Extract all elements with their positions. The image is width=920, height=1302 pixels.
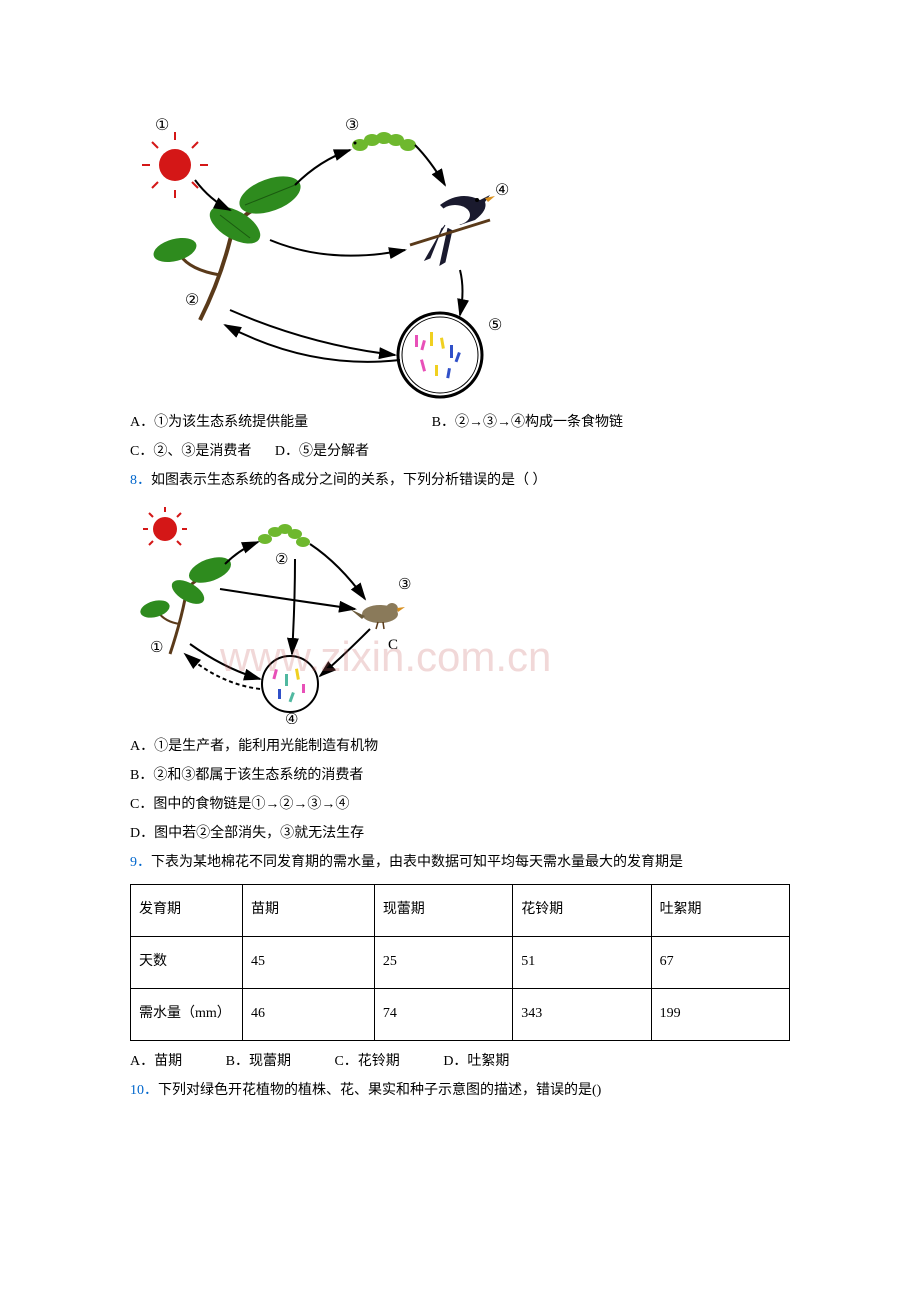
q7-options-row2: C．②、③是消费者 D．⑤是分解者 xyxy=(130,439,790,464)
d2-arrow-1-4 xyxy=(190,644,260,679)
q9-option-b: B．现蕾期 xyxy=(226,1049,291,1074)
sun-icon-2 xyxy=(143,507,187,545)
d2-arrow-2-3 xyxy=(310,544,365,599)
q9-question: 9．下表为某地棉花不同发育期的需水量，由表中数据可知平均每天需水量最大的发育期是 xyxy=(130,850,790,875)
table-cell: 现蕾期 xyxy=(374,884,512,936)
arrow-plant-decomposer xyxy=(230,310,395,355)
table-cell: 花铃期 xyxy=(513,884,651,936)
table-row: 发育期 苗期 现蕾期 花铃期 吐絮期 xyxy=(131,884,790,936)
decomposer-icon-2 xyxy=(262,656,318,712)
diagram2-svg: ① ② ③ C ④ xyxy=(130,504,420,724)
table-cell: 吐絮期 xyxy=(651,884,789,936)
q7-option-c: C．②、③是消费者 xyxy=(130,439,251,464)
table-cell: 45 xyxy=(243,936,375,988)
q8-question: 8．如图表示生态系统的各成分之间的关系，下列分析错误的是（ ） xyxy=(130,468,790,493)
q8-option-d: D．图中若②全部消失，③就无法生存 xyxy=(130,821,790,846)
caterpillar-icon-2 xyxy=(258,524,310,547)
q9-option-d: D．吐絮期 xyxy=(443,1049,509,1074)
arrow-decomposer-plant xyxy=(225,325,400,362)
table-cell: 67 xyxy=(651,936,789,988)
bird-icon-2 xyxy=(350,603,405,629)
table-row: 需水量（mm） 46 74 343 199 xyxy=(131,988,790,1040)
q10-number: 10． xyxy=(130,1083,158,1098)
d2-label-1: ① xyxy=(150,640,163,656)
label-5: ⑤ xyxy=(488,317,502,334)
q9-table: 发育期 苗期 现蕾期 花铃期 吐絮期 天数 45 25 51 67 需水量（mm… xyxy=(130,884,790,1041)
plant-icon-2 xyxy=(138,552,234,654)
label-4: ④ xyxy=(495,182,509,199)
q10-text: 下列对绿色开花植物的植株、花、果实和种子示意图的描述，错误的是() xyxy=(158,1083,601,1098)
table-row: 天数 45 25 51 67 xyxy=(131,936,790,988)
ecosystem-diagram-1: ① ② ③ xyxy=(130,110,790,400)
label-1: ① xyxy=(155,117,169,134)
table-cell: 199 xyxy=(651,988,789,1040)
q8-option-b: B．②和③都属于该生态系统的消费者 xyxy=(130,763,790,788)
table-cell: 发育期 xyxy=(131,884,243,936)
arrow-sun-plant xyxy=(195,180,230,210)
d2-label-c: C xyxy=(388,637,398,653)
d2-arrow-1-2 xyxy=(225,542,258,564)
d2-label-4: ④ xyxy=(285,712,298,724)
q10-question: 10．下列对绿色开花植物的植株、花、果实和种子示意图的描述，错误的是() xyxy=(130,1078,790,1103)
arrow-caterpillar-bird xyxy=(415,145,445,185)
q7-option-b: B．②→③→④构成一条食物链 xyxy=(432,410,623,435)
label-2: ② xyxy=(185,292,199,309)
q8-option-c: C．图中的食物链是①→②→③→④ xyxy=(130,792,790,817)
table-cell: 需水量（mm） xyxy=(131,988,243,1040)
d2-label-3: ③ xyxy=(398,577,411,593)
q8-number: 8． xyxy=(130,473,151,488)
q7-options-row1: A．①为该生态系统提供能量 B．②→③→④构成一条食物链 xyxy=(130,410,790,435)
caterpillar-icon xyxy=(352,132,416,151)
decomposer-icon xyxy=(398,313,482,397)
arrow-bird-decomposer xyxy=(460,270,463,315)
diagram1-svg: ① ② ③ xyxy=(130,110,530,400)
sun-icon xyxy=(142,132,208,198)
d2-arrow-3-4 xyxy=(320,629,370,676)
d2-arrow-4-1 xyxy=(185,654,260,689)
bird-icon xyxy=(410,195,495,265)
table-cell: 343 xyxy=(513,988,651,1040)
q9-option-a: A．苗期 xyxy=(130,1049,182,1074)
table-cell: 51 xyxy=(513,936,651,988)
q9-option-c: C．花铃期 xyxy=(334,1049,399,1074)
table-cell: 天数 xyxy=(131,936,243,988)
label-3: ③ xyxy=(345,117,359,134)
table-cell: 苗期 xyxy=(243,884,375,936)
table-cell: 46 xyxy=(243,988,375,1040)
ecosystem-diagram-2: ① ② ③ C ④ xyxy=(130,504,790,724)
d2-arrow-2-4 xyxy=(292,559,295,654)
q9-options: A．苗期 B．现蕾期 C．花铃期 D．吐絮期 xyxy=(130,1049,790,1074)
q7-option-d: D．⑤是分解者 xyxy=(275,439,369,464)
q8-text: 如图表示生态系统的各成分之间的关系，下列分析错误的是（ ） xyxy=(151,473,547,488)
q7-option-a: A．①为该生态系统提供能量 xyxy=(130,410,308,435)
arrow-plant-caterpillar xyxy=(295,150,350,185)
table-cell: 74 xyxy=(374,988,512,1040)
q8-option-a: A．①是生产者，能利用光能制造有机物 xyxy=(130,734,790,759)
d2-label-2: ② xyxy=(275,552,288,568)
arrow-plant-bird xyxy=(270,240,405,256)
d2-arrow-1-3 xyxy=(220,589,355,609)
table-cell: 25 xyxy=(374,936,512,988)
q9-number: 9． xyxy=(130,855,151,870)
q9-text: 下表为某地棉花不同发育期的需水量，由表中数据可知平均每天需水量最大的发育期是 xyxy=(151,855,683,870)
